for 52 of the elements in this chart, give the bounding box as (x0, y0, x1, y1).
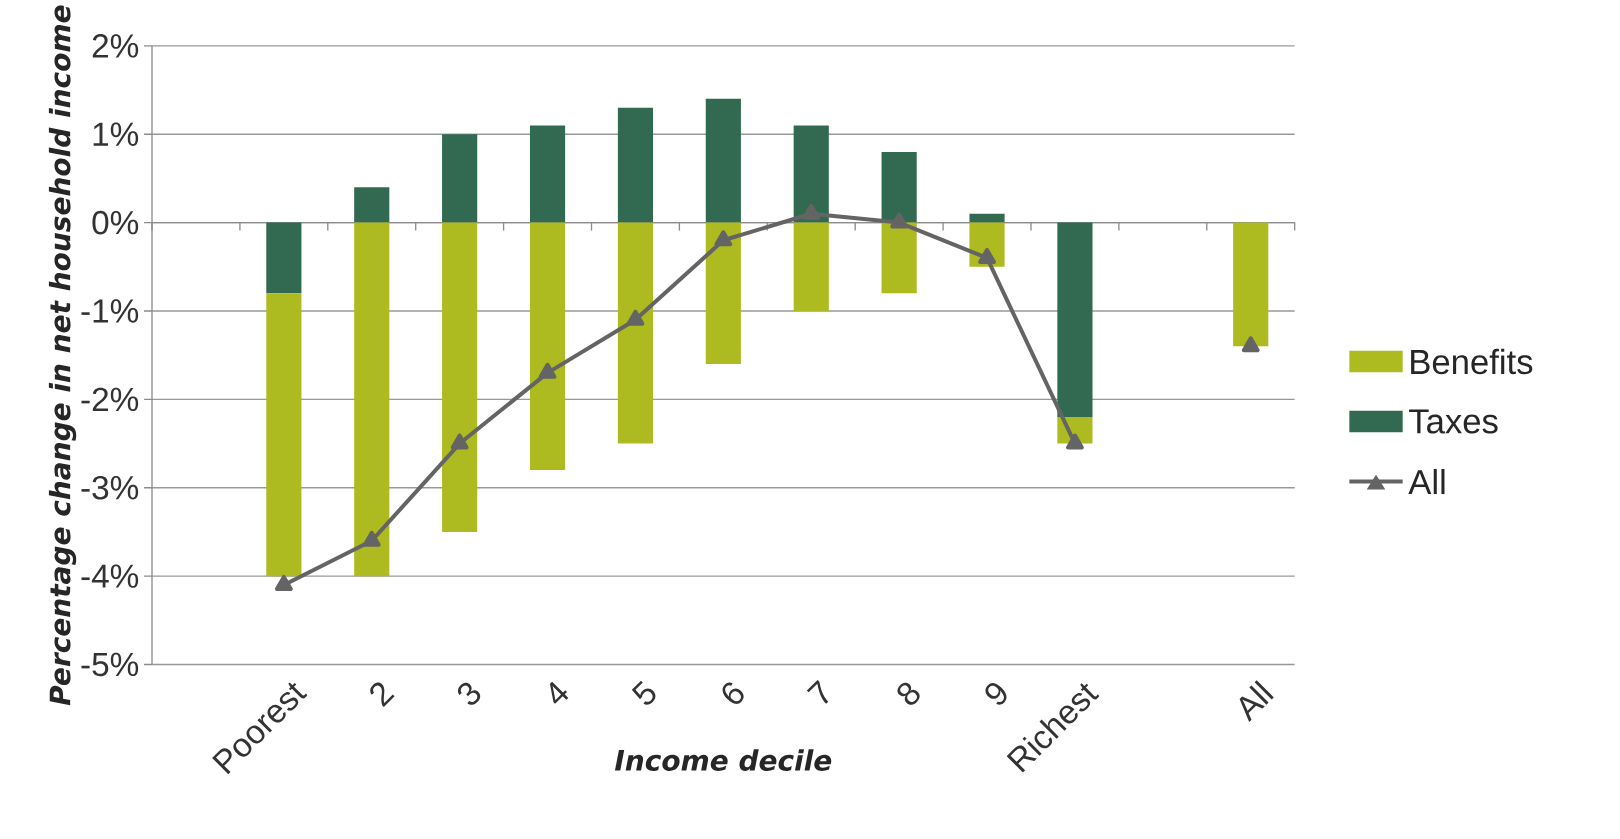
y-axis-title: Percentage change in net household income (48, 5, 77, 706)
x-tick-label: 3 (457, 682, 481, 705)
point (362, 530, 381, 547)
bar (969, 213, 1005, 223)
bar (442, 222, 478, 533)
bar (266, 293, 302, 577)
point (890, 212, 909, 229)
point (1241, 336, 1260, 353)
y-tick-label: 0% (92, 210, 139, 235)
y-tick-label: -5% (81, 652, 139, 677)
point (802, 203, 821, 220)
x-tick-label: 2 (370, 682, 395, 708)
bar (529, 125, 566, 223)
bar (354, 222, 390, 577)
y-tick-label: -1% (81, 299, 139, 323)
bar (617, 222, 654, 444)
legend-label: Taxes (1409, 409, 1498, 434)
x-tick-label: 9 (985, 683, 1007, 705)
y-tick-label: -3% (81, 476, 139, 500)
y-tick-label: -2% (81, 387, 139, 412)
x-axis-title: Income decile (614, 749, 832, 771)
legend-label: All (1408, 469, 1445, 495)
point (1066, 433, 1084, 450)
y-tick-label: 2% (92, 34, 139, 58)
x-tick-label: 8 (897, 682, 920, 705)
bar (1057, 222, 1093, 418)
bar (1233, 222, 1269, 347)
bar (705, 98, 741, 223)
point (450, 433, 469, 450)
point (538, 362, 557, 379)
x-tick-label: 6 (722, 682, 744, 705)
x-tick-label: 7 (806, 679, 829, 704)
bar (442, 134, 478, 223)
x-tick-label: 5 (631, 680, 656, 705)
x-tick-label: 4 (549, 681, 569, 704)
point (978, 248, 996, 265)
bar (617, 107, 654, 223)
point (714, 230, 733, 247)
bar (354, 187, 390, 223)
y-tick-label: -4% (81, 564, 139, 588)
y-tick-label: 1% (93, 122, 139, 146)
bar (881, 151, 917, 223)
point (626, 309, 645, 326)
bar (881, 222, 917, 294)
point (274, 575, 293, 592)
bar (266, 222, 302, 294)
bar (529, 222, 566, 471)
bar (793, 222, 829, 312)
bar (705, 222, 741, 365)
legend-label: Benefits (1411, 348, 1533, 375)
x-tick-label: All (1239, 680, 1274, 723)
bar (793, 125, 829, 223)
